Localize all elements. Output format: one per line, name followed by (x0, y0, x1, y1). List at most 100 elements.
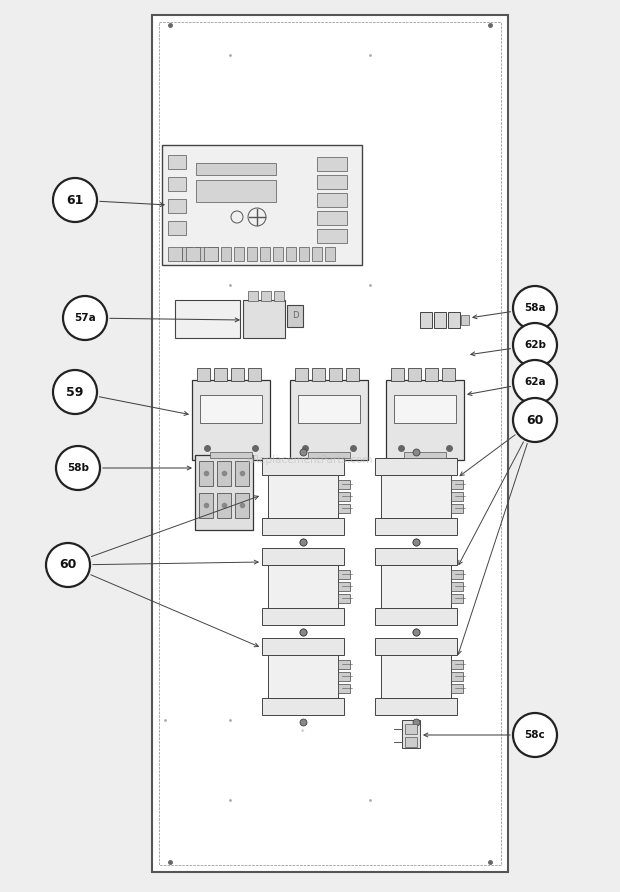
Text: 62a: 62a (524, 377, 546, 387)
Bar (287, 305, 303, 327)
Circle shape (56, 446, 100, 490)
Bar (299, 247, 309, 261)
Bar (317, 193, 347, 207)
Bar (402, 720, 420, 748)
Bar (451, 570, 463, 579)
Bar (317, 157, 347, 171)
Bar (195, 455, 253, 530)
Bar (268, 655, 338, 698)
Bar (298, 395, 360, 423)
Bar (196, 163, 276, 175)
Text: *: * (301, 549, 304, 555)
Bar (448, 312, 460, 328)
Bar (262, 548, 344, 566)
Bar (235, 461, 249, 486)
Bar (451, 660, 463, 669)
Bar (338, 582, 350, 591)
Bar (162, 145, 362, 265)
Bar (325, 247, 335, 261)
Bar (312, 368, 325, 381)
Text: *: * (301, 729, 304, 735)
Bar (308, 452, 350, 458)
Bar (262, 458, 344, 475)
Bar (200, 395, 262, 423)
Bar (338, 480, 350, 489)
Text: 60: 60 (526, 414, 544, 426)
Text: *: * (414, 729, 418, 735)
Bar (168, 155, 186, 169)
Bar (152, 15, 508, 872)
Text: *: * (414, 549, 418, 555)
Bar (159, 22, 501, 865)
Bar (451, 504, 463, 513)
Bar (295, 368, 308, 381)
Bar (247, 247, 257, 261)
Bar (451, 672, 463, 681)
Bar (425, 368, 438, 381)
Bar (260, 247, 270, 261)
Bar (375, 518, 457, 535)
Text: 58a: 58a (524, 303, 546, 313)
Bar (243, 300, 285, 338)
Bar (381, 655, 451, 698)
Bar (175, 300, 240, 338)
Bar (273, 247, 283, 261)
Bar (168, 247, 182, 261)
Bar (375, 548, 457, 566)
Bar (329, 368, 342, 381)
Bar (290, 380, 368, 460)
Text: eReplacementParts.com: eReplacementParts.com (247, 455, 373, 465)
Bar (204, 247, 218, 261)
Bar (375, 608, 457, 625)
Bar (196, 180, 276, 202)
Bar (182, 247, 192, 261)
Circle shape (513, 360, 557, 404)
Circle shape (513, 398, 557, 442)
Circle shape (53, 370, 97, 414)
Bar (391, 368, 404, 381)
Bar (442, 368, 455, 381)
Bar (168, 199, 186, 213)
Bar (217, 493, 231, 518)
Bar (262, 698, 344, 715)
Text: 58b: 58b (67, 463, 89, 473)
Bar (338, 491, 350, 501)
Bar (248, 368, 261, 381)
Bar (451, 480, 463, 489)
Bar (375, 638, 457, 655)
Bar (394, 395, 456, 423)
Bar (208, 247, 218, 261)
Bar (434, 312, 446, 328)
Bar (286, 247, 296, 261)
Bar (262, 608, 344, 625)
Circle shape (46, 543, 90, 587)
Text: 61: 61 (66, 194, 84, 207)
Circle shape (513, 713, 557, 757)
Bar (338, 672, 350, 681)
Bar (262, 518, 344, 535)
Bar (248, 291, 258, 301)
Circle shape (513, 323, 557, 367)
Bar (451, 582, 463, 591)
Bar (234, 247, 244, 261)
Text: 59: 59 (66, 385, 84, 399)
Bar (451, 684, 463, 693)
Bar (199, 493, 213, 518)
Bar (268, 566, 338, 608)
Bar (231, 368, 244, 381)
Bar (386, 380, 464, 460)
Bar (235, 493, 249, 518)
Bar (381, 475, 451, 518)
Bar (375, 458, 457, 475)
Bar (451, 491, 463, 501)
Bar (338, 684, 350, 693)
Bar (214, 368, 227, 381)
Bar (186, 247, 200, 261)
Text: D: D (292, 311, 298, 320)
Bar (197, 368, 210, 381)
Text: 58c: 58c (525, 730, 546, 740)
Bar (375, 698, 457, 715)
Bar (451, 594, 463, 603)
Bar (221, 247, 231, 261)
Text: 60: 60 (60, 558, 77, 572)
